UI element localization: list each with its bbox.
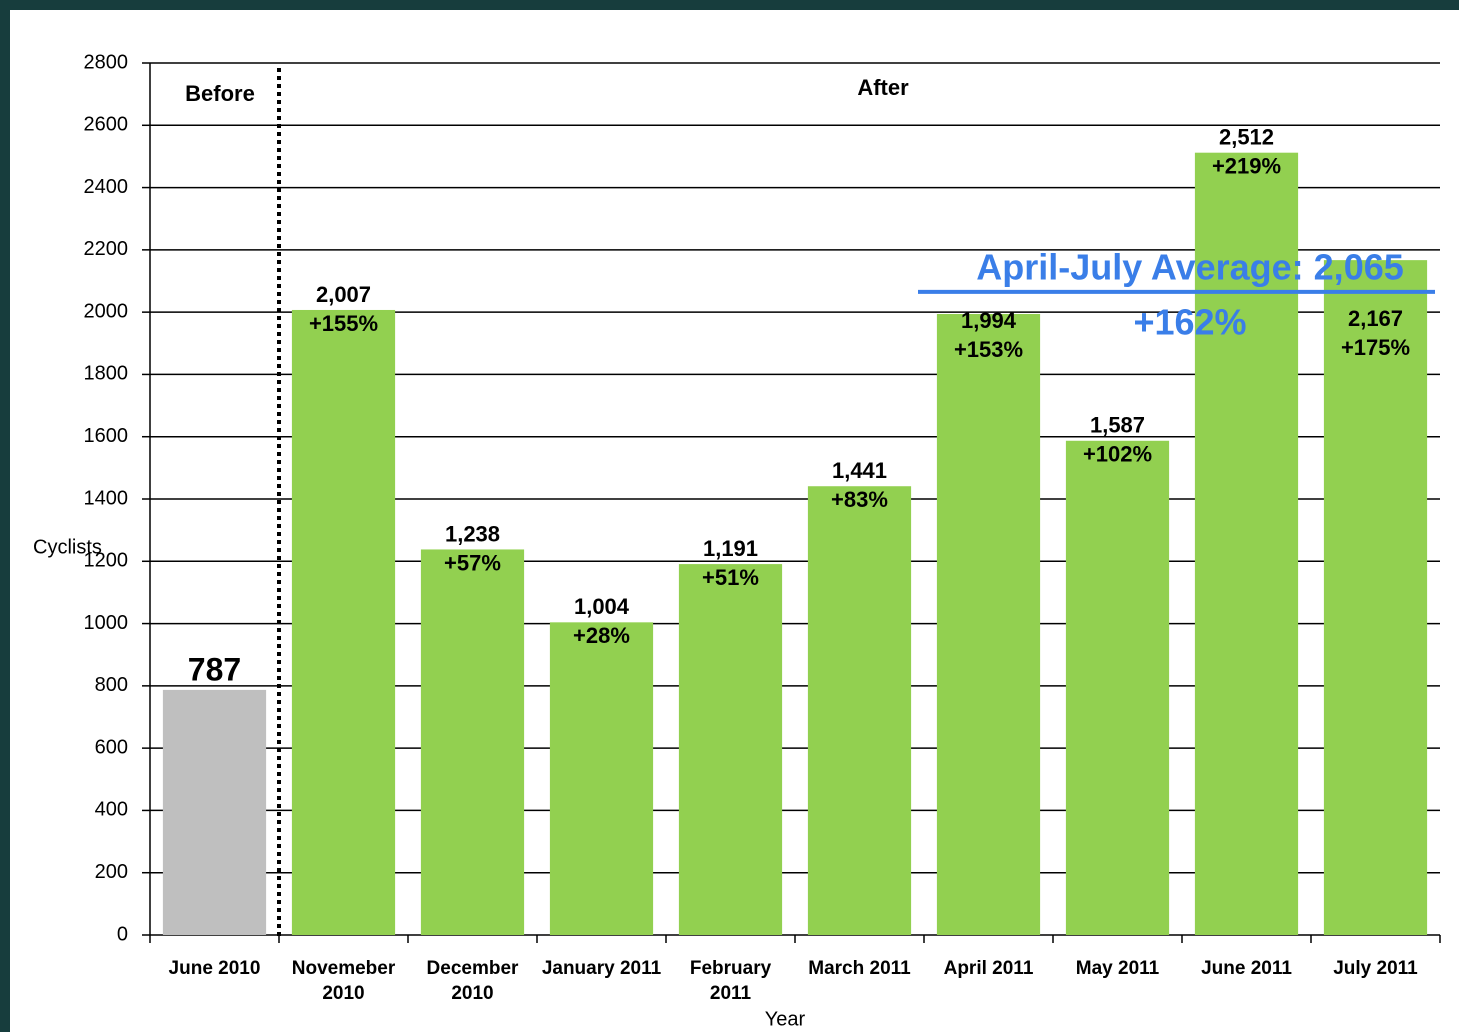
x-tick-label: June 2010 (168, 958, 261, 979)
average-change: +162% (1133, 301, 1246, 342)
x-tick-label: April 2011 (943, 958, 1034, 979)
change-label: +83% (831, 487, 888, 512)
y-tick-label: 2200 (84, 238, 129, 260)
y-tick-label: 1400 (84, 487, 129, 509)
x-tick-label: December 2010 (426, 958, 519, 1004)
bar (291, 309, 396, 935)
change-label: +219% (1212, 154, 1281, 179)
bar (162, 689, 267, 935)
bar (1323, 260, 1428, 935)
bar (420, 549, 525, 935)
y-tick-label: 200 (95, 861, 128, 883)
change-label: +51% (702, 565, 759, 590)
change-label: +155% (309, 311, 378, 336)
change-label: +102% (1083, 442, 1152, 467)
y-tick-label: 2000 (84, 300, 129, 322)
change-label: +175% (1341, 335, 1410, 360)
x-tick-label: June 2011 (1201, 958, 1292, 979)
y-tick-label: 600 (95, 736, 128, 758)
y-tick-label: 800 (95, 674, 128, 696)
x-tick-label: March 2011 (808, 958, 911, 979)
x-tick-label: July 2011 (1333, 958, 1418, 979)
value-label: 787 (188, 651, 241, 687)
x-tick-label: February 2011 (689, 958, 772, 1004)
y-tick-label: 0 (117, 923, 128, 945)
value-label: 2,512 (1219, 125, 1274, 150)
y-axis-label: Cyclists (33, 536, 102, 558)
x-axis-label: Year (765, 1008, 806, 1030)
after-label: After (857, 75, 909, 100)
change-label: +57% (444, 550, 501, 575)
value-label: 1,238 (445, 521, 500, 546)
y-tick-label: 1800 (84, 363, 129, 385)
value-label: 1,587 (1090, 413, 1145, 438)
x-tick-label: January 2011 (541, 958, 662, 979)
bar (549, 622, 654, 935)
bar (678, 564, 783, 935)
average-label: April-July Average: 2,065 (976, 246, 1404, 287)
x-tick-label: May 2011 (1075, 958, 1160, 979)
bar (1194, 152, 1299, 936)
value-label: 2,007 (316, 282, 371, 307)
y-tick-label: 2600 (84, 114, 129, 136)
value-label: 1,994 (961, 308, 1017, 333)
change-label: +153% (954, 337, 1023, 362)
value-label: 2,167 (1348, 306, 1403, 331)
y-tick-label: 1000 (84, 612, 129, 634)
y-tick-label: 1600 (84, 425, 129, 447)
y-tick-label: 2400 (84, 176, 129, 198)
bar (807, 486, 912, 935)
y-tick-label: 2800 (84, 51, 129, 73)
bar (1065, 440, 1170, 935)
y-tick-label: 400 (95, 799, 128, 821)
change-label: +28% (573, 623, 630, 648)
value-label: 1,004 (574, 594, 630, 619)
y-tick-label: 1200 (84, 550, 129, 572)
value-label: 1,441 (832, 458, 887, 483)
value-label: 1,191 (703, 536, 758, 561)
before-label: Before (185, 81, 255, 106)
x-tick-label: Novemeber 2010 (291, 958, 396, 1004)
bar (936, 314, 1041, 935)
